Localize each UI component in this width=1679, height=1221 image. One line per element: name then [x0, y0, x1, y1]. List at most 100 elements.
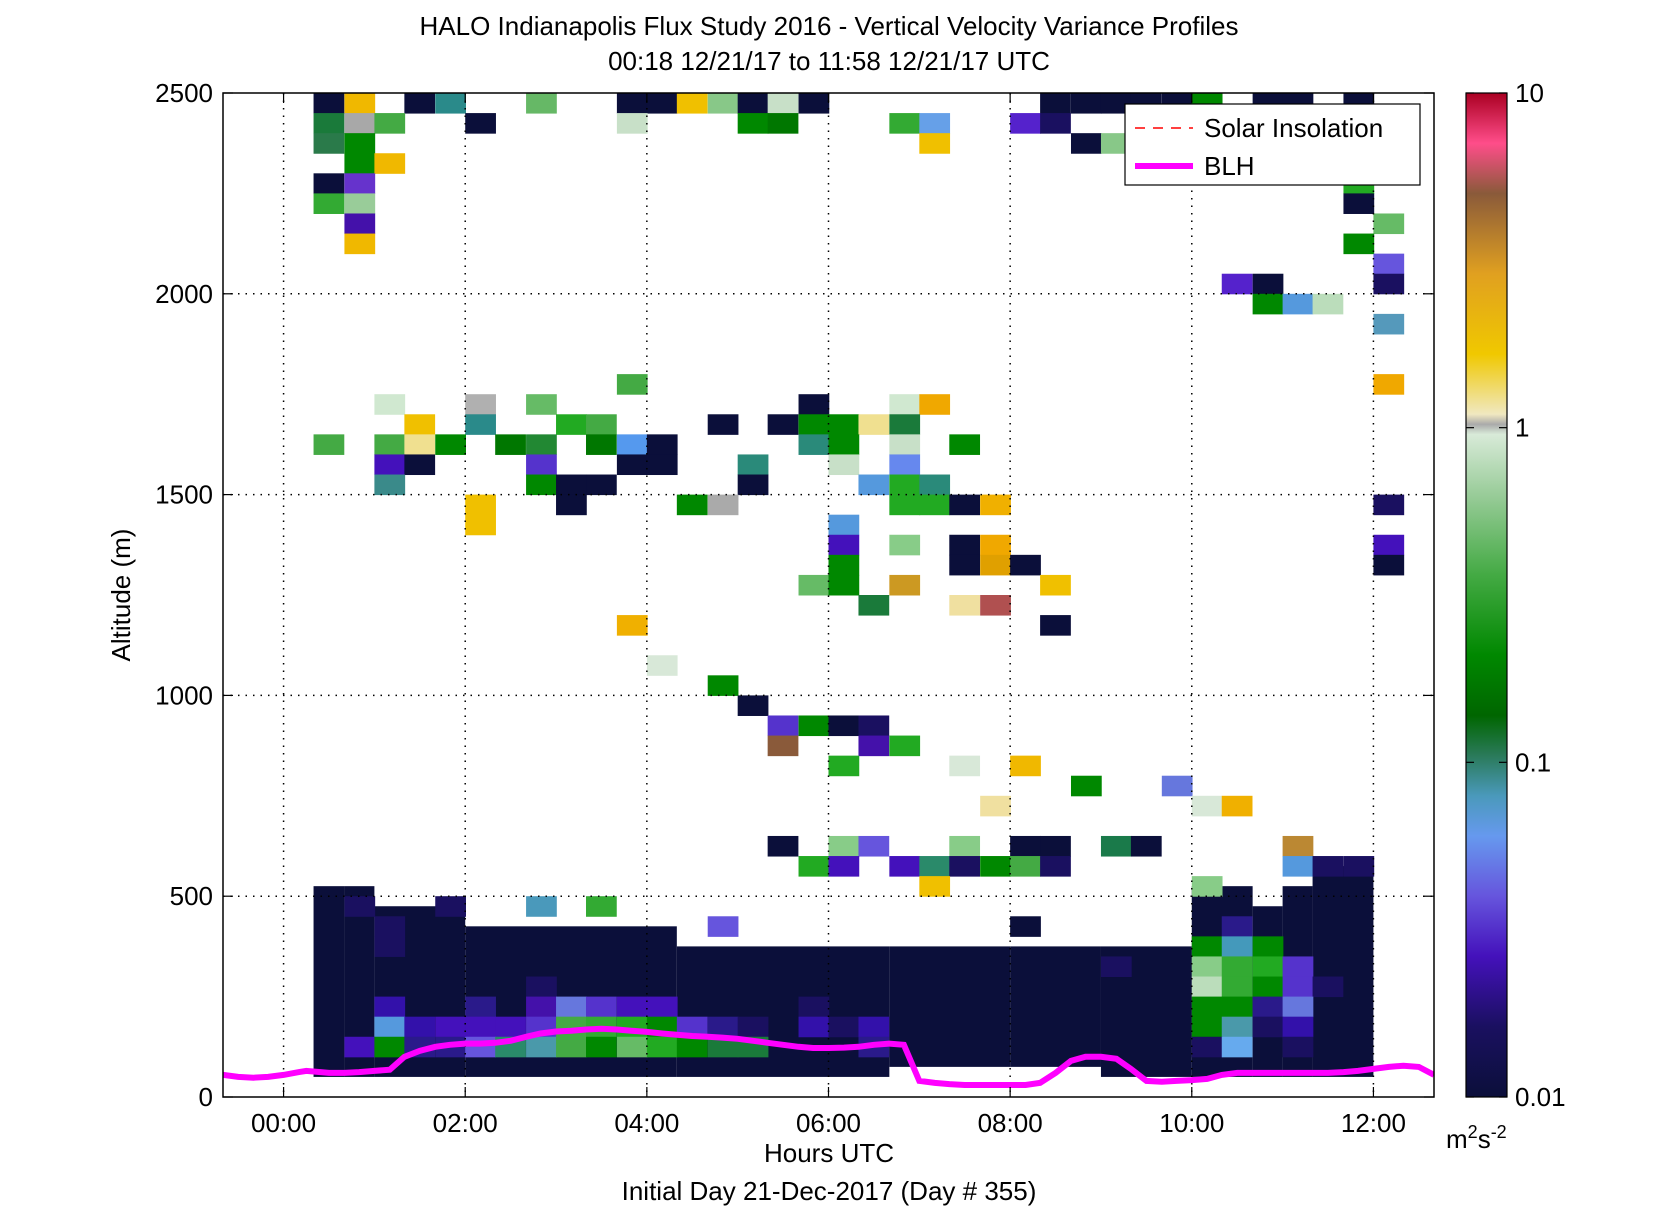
heatmap-cell — [646, 1036, 678, 1058]
x-tick-label: 04:00 — [614, 1108, 679, 1138]
heatmap-cell — [798, 856, 830, 877]
heatmap-cell — [1191, 996, 1223, 1018]
heatmap-cell — [586, 474, 617, 496]
heatmap-cell — [1191, 1016, 1223, 1038]
heatmap-cell — [737, 1016, 769, 1038]
heatmap-cell — [828, 835, 860, 857]
heatmap-cell — [404, 434, 436, 455]
y-axis: 0 500 1000 1500 2000 2500 — [155, 78, 1434, 1112]
y-tick-label: 1500 — [155, 480, 213, 510]
heatmap-cell — [828, 715, 860, 737]
heatmap-cell — [1343, 856, 1375, 877]
heatmap-cell — [1191, 976, 1223, 998]
heatmap-cell — [858, 474, 890, 496]
heatmap-cell — [949, 494, 981, 516]
heatmap-cell — [1252, 273, 1284, 295]
heatmap-cell — [767, 835, 799, 857]
heatmap-cell — [465, 1036, 496, 1058]
heatmap-cell — [495, 434, 526, 455]
heatmap-cells — [313, 93, 1405, 1077]
x-tick-label: 08:00 — [978, 1108, 1043, 1138]
legend-box — [1124, 103, 1421, 186]
heatmap-cell — [1191, 1036, 1223, 1058]
heatmap-cell — [526, 996, 557, 1018]
heatmap-cell — [919, 394, 951, 415]
legend-blh-label: BLH — [1204, 151, 1255, 181]
heatmap-cell — [798, 93, 830, 114]
heatmap-block — [1312, 866, 1374, 1077]
heatmap-cell — [676, 1016, 708, 1038]
heatmap-cell — [646, 434, 678, 455]
heatmap-cell — [858, 1016, 890, 1038]
heatmap-cell — [526, 394, 557, 415]
heatmap-block — [1010, 946, 1101, 1067]
x-tick-label: 02:00 — [433, 1108, 498, 1138]
heatmap-cell — [404, 93, 436, 114]
heatmap-cell — [313, 133, 345, 154]
heatmap-cell — [949, 835, 981, 857]
heatmap-cell — [586, 434, 617, 455]
heatmap-cell — [646, 996, 678, 1018]
heatmap-cell — [1010, 755, 1041, 777]
heatmap-cell — [1010, 554, 1041, 576]
heatmap-cell — [980, 534, 1011, 556]
heatmap-cell — [707, 1016, 739, 1038]
heatmap-cell — [1100, 835, 1132, 857]
heatmap-cell — [344, 113, 376, 134]
heatmap-cell — [526, 434, 557, 455]
heatmap-cell — [465, 394, 496, 415]
heatmap-cell — [889, 494, 921, 516]
blh-line — [223, 1025, 1434, 1088]
heatmap-cell — [1373, 534, 1405, 556]
heatmap-cell — [526, 474, 557, 496]
heatmap-cell — [889, 856, 921, 877]
heatmap-cell — [798, 434, 830, 455]
heatmap-cell — [798, 1016, 830, 1038]
heatmap-cell — [980, 795, 1011, 817]
heatmap-cell — [1040, 856, 1071, 877]
heatmap-cell — [980, 595, 1011, 616]
heatmap-cell — [798, 414, 830, 435]
heatmap-cell — [556, 996, 587, 1018]
heatmap-cell — [1010, 916, 1041, 937]
heatmap-cell — [1312, 976, 1344, 998]
heatmap-cell — [1161, 775, 1193, 797]
colorbar-tick-label: 0.1 — [1515, 747, 1551, 777]
heatmap-block — [889, 946, 1011, 1067]
heatmap-cell — [616, 93, 648, 114]
colorbar-units-base: m — [1446, 1124, 1468, 1154]
heatmap-cell — [495, 1016, 526, 1038]
heatmap-cell — [889, 735, 921, 757]
y-axis-label: Altitude (m) — [106, 529, 136, 662]
heatmap-cell — [858, 414, 890, 435]
y-tick-label: 2000 — [155, 279, 213, 309]
heatmap-cell — [556, 474, 587, 496]
heatmap-cell — [1221, 936, 1253, 957]
colorbar-units: m2s-2 — [1446, 1122, 1507, 1154]
heatmap-cell — [1252, 996, 1284, 1018]
heatmap-cell — [313, 93, 345, 114]
heatmap-cell — [1191, 795, 1223, 817]
heatmap-cell — [949, 554, 981, 576]
heatmap-cell — [404, 414, 436, 435]
heatmap-cell — [980, 554, 1011, 576]
heatmap-cell — [1040, 113, 1071, 134]
heatmap-cell — [344, 233, 376, 255]
y-tick-label: 0 — [199, 1082, 213, 1112]
heatmap-cell — [889, 113, 921, 134]
heatmap-cell — [1373, 554, 1405, 576]
heatmap-cell — [435, 434, 466, 455]
heatmap-cell — [1010, 113, 1041, 134]
heatmap-cell — [435, 1016, 466, 1038]
heatmap-cell — [676, 1036, 708, 1058]
x-axis-sublabel: Initial Day 21-Dec-2017 (Day # 355) — [622, 1176, 1037, 1206]
heatmap-cell — [526, 976, 557, 998]
heatmap-cell — [889, 534, 921, 556]
heatmap-cell — [1100, 133, 1132, 154]
heatmap-cell — [919, 494, 951, 516]
heatmap-cell — [798, 394, 830, 415]
colorbar-units-sup1: 2 — [1468, 1122, 1478, 1142]
y-tick-label: 2500 — [155, 78, 213, 108]
heatmap-cell — [344, 896, 376, 917]
